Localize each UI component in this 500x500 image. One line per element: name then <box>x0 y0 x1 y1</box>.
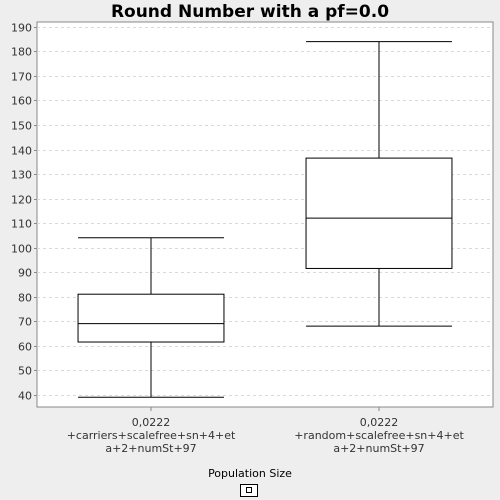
x-tick-label: +random+scalefree+sn+4+et <box>294 429 464 442</box>
x-tick-label: a+2+numSt+97 <box>333 442 424 455</box>
y-tick-label: 120 <box>11 194 32 207</box>
y-tick-label: 70 <box>18 316 32 329</box>
chart-title: Round Number with a pf=0.0 <box>110 2 390 22</box>
box-group <box>305 41 453 327</box>
legend-swatch <box>240 484 258 497</box>
box <box>305 157 453 269</box>
box-group <box>77 237 225 398</box>
y-tick-label: 150 <box>11 120 32 133</box>
y-tick-label: 50 <box>18 365 32 378</box>
y-tick-label: 60 <box>18 341 32 354</box>
y-tick-label: 170 <box>11 71 32 84</box>
y-tick-label: 90 <box>18 267 32 280</box>
x-tick-label: a+2+numSt+97 <box>105 442 196 455</box>
y-tick-label: 130 <box>11 169 32 182</box>
y-tick-label: 110 <box>11 218 32 231</box>
y-tick-label: 180 <box>11 46 32 59</box>
x-tick-label: 0,0222 <box>360 416 399 429</box>
x-tick-label: 0,0222 <box>132 416 171 429</box>
y-tick-label: 140 <box>11 145 32 158</box>
y-tick-label: 40 <box>18 390 32 403</box>
x-tick-label: +carriers+scalefree+sn+4+et <box>67 429 236 442</box>
y-tick-label: 100 <box>11 243 32 256</box>
y-tick-label: 190 <box>11 22 32 35</box>
y-tick-label: 160 <box>11 95 32 108</box>
y-tick-label: 80 <box>18 292 32 305</box>
box <box>77 293 225 343</box>
legend-title: Population Size <box>208 467 292 480</box>
